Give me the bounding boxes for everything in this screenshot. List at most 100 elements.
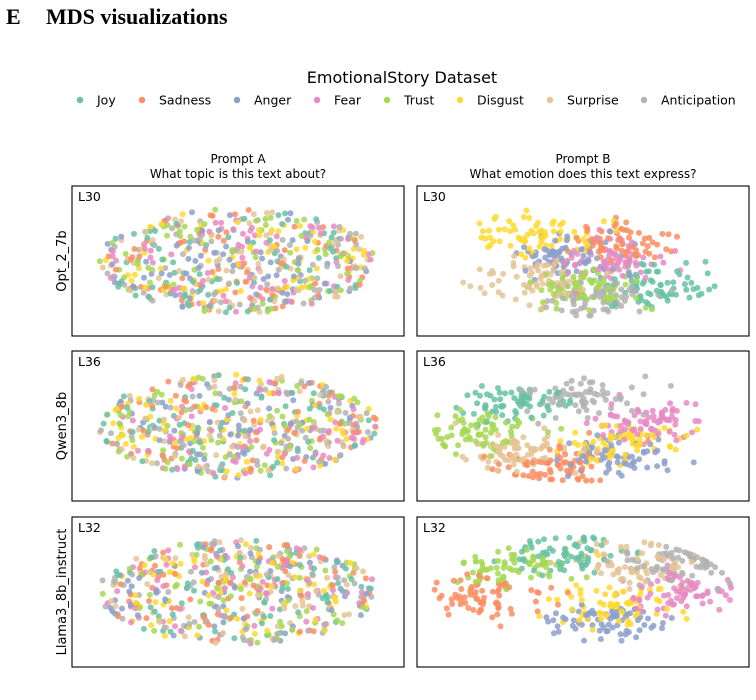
- point-surprise: [604, 270, 611, 277]
- point-surprise: [600, 551, 607, 558]
- point-anticipation: [309, 261, 316, 268]
- point-surprise: [490, 270, 497, 277]
- point-joy: [639, 280, 646, 287]
- point-sadness: [562, 451, 569, 458]
- point-sadness: [588, 477, 595, 484]
- point-anticipation: [621, 297, 628, 304]
- point-anticipation: [331, 564, 338, 571]
- point-sadness: [649, 239, 656, 246]
- point-fear: [235, 241, 242, 248]
- point-anticipation: [642, 373, 649, 380]
- point-surprise: [534, 283, 540, 290]
- point-anger: [617, 631, 624, 638]
- point-sadness: [458, 586, 465, 592]
- point-anticipation: [617, 396, 624, 403]
- point-fear: [310, 424, 317, 431]
- point-trust: [503, 419, 509, 426]
- legend-label-trust: Trust: [403, 93, 434, 108]
- point-anger: [659, 625, 665, 632]
- point-trust: [322, 251, 329, 258]
- point-trust: [298, 232, 305, 239]
- point-anger: [162, 596, 169, 603]
- point-fear: [662, 612, 669, 619]
- point-joy: [499, 412, 506, 419]
- point-disgust: [360, 251, 367, 258]
- point-trust: [604, 294, 611, 300]
- point-joy: [487, 392, 494, 399]
- point-anger: [179, 303, 186, 310]
- point-surprise: [467, 283, 474, 290]
- point-fear: [305, 591, 311, 597]
- point-fear: [583, 420, 590, 427]
- point-anticipation: [626, 286, 633, 293]
- point-fear: [128, 619, 134, 626]
- point-surprise: [99, 264, 106, 271]
- point-disgust: [113, 405, 120, 412]
- point-trust: [283, 548, 290, 555]
- point-joy: [474, 400, 481, 407]
- point-sadness: [310, 628, 317, 635]
- point-joy: [688, 279, 695, 286]
- point-trust: [281, 423, 288, 430]
- point-sadness: [546, 466, 553, 473]
- point-anger: [615, 469, 622, 476]
- point-anger: [166, 272, 173, 278]
- point-trust: [472, 553, 479, 560]
- point-joy: [112, 235, 119, 242]
- point-disgust: [520, 237, 527, 244]
- point-trust: [267, 214, 274, 221]
- point-disgust: [171, 440, 178, 446]
- point-anticipation: [650, 569, 656, 576]
- point-fear: [596, 266, 603, 273]
- point-anticipation: [654, 564, 661, 571]
- point-anticipation: [581, 375, 587, 382]
- point-joy: [683, 286, 690, 293]
- point-surprise: [135, 426, 142, 433]
- point-joy: [640, 261, 647, 268]
- point-trust: [466, 434, 473, 441]
- legend-label-surprise: Surprise: [567, 93, 619, 108]
- point-fear: [607, 411, 614, 418]
- point-joy: [582, 561, 589, 568]
- point-disgust: [487, 242, 494, 249]
- point-joy: [203, 242, 210, 249]
- point-joy: [282, 403, 289, 410]
- point-disgust: [672, 446, 679, 453]
- point-fear: [220, 292, 227, 299]
- point-sadness: [149, 402, 156, 409]
- point-joy: [148, 554, 154, 561]
- point-fear: [617, 428, 624, 435]
- point-surprise: [642, 578, 649, 585]
- point-anger: [655, 436, 662, 443]
- point-anger: [226, 256, 233, 263]
- point-surprise: [647, 542, 654, 549]
- point-anger: [553, 457, 560, 464]
- point-sadness: [481, 594, 487, 601]
- point-surprise: [639, 550, 645, 557]
- point-disgust: [233, 371, 240, 378]
- point-sadness: [332, 568, 339, 575]
- point-fear: [178, 434, 185, 441]
- point-anticipation: [167, 404, 174, 411]
- point-fear: [360, 436, 367, 443]
- point-anticipation: [162, 265, 169, 271]
- point-trust: [452, 451, 459, 458]
- point-surprise: [161, 416, 167, 423]
- point-disgust: [598, 615, 605, 622]
- point-fear: [213, 553, 220, 560]
- point-anger: [321, 280, 328, 287]
- point-sadness: [644, 243, 651, 250]
- point-fear: [309, 224, 316, 231]
- point-anticipation: [278, 440, 285, 447]
- point-joy: [324, 599, 331, 606]
- point-joy: [267, 296, 273, 303]
- point-joy: [651, 261, 658, 268]
- point-joy: [279, 221, 286, 227]
- point-disgust: [313, 265, 320, 272]
- point-disgust: [548, 242, 555, 249]
- point-joy: [598, 542, 605, 549]
- point-joy: [176, 421, 183, 428]
- point-sadness: [177, 239, 184, 246]
- point-disgust: [610, 602, 617, 609]
- point-trust: [238, 398, 245, 405]
